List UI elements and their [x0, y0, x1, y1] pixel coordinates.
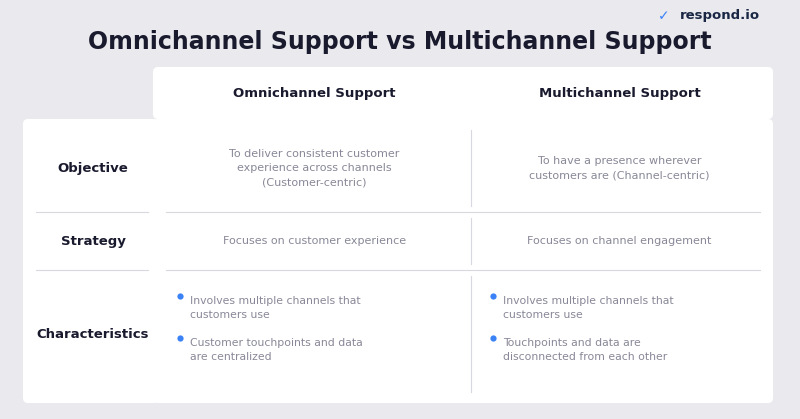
Text: Strategy: Strategy: [61, 235, 126, 248]
Text: To deliver consistent customer
experience across channels
(Customer-centric): To deliver consistent customer experienc…: [230, 149, 400, 187]
Text: respond.io: respond.io: [680, 10, 760, 23]
Text: Focuses on customer experience: Focuses on customer experience: [223, 236, 406, 246]
Text: Involves multiple channels that
customers use: Involves multiple channels that customer…: [503, 296, 674, 320]
Text: Omnichannel Support vs Multichannel Support: Omnichannel Support vs Multichannel Supp…: [88, 30, 712, 54]
Text: Objective: Objective: [58, 161, 128, 174]
Text: Involves multiple channels that
customers use: Involves multiple channels that customer…: [190, 296, 361, 320]
Text: Multichannel Support: Multichannel Support: [538, 86, 700, 99]
FancyBboxPatch shape: [153, 67, 773, 119]
Text: Customer touchpoints and data
are centralized: Customer touchpoints and data are centra…: [190, 338, 362, 362]
FancyBboxPatch shape: [153, 119, 773, 403]
Text: Characteristics: Characteristics: [37, 328, 150, 341]
Text: ✓: ✓: [658, 9, 670, 23]
Text: Omnichannel Support: Omnichannel Support: [234, 86, 396, 99]
Text: To have a presence wherever
customers are (Channel-centric): To have a presence wherever customers ar…: [530, 156, 710, 180]
Text: Focuses on channel engagement: Focuses on channel engagement: [527, 236, 712, 246]
Text: Touchpoints and data are
disconnected from each other: Touchpoints and data are disconnected fr…: [503, 338, 667, 362]
FancyBboxPatch shape: [23, 119, 159, 403]
